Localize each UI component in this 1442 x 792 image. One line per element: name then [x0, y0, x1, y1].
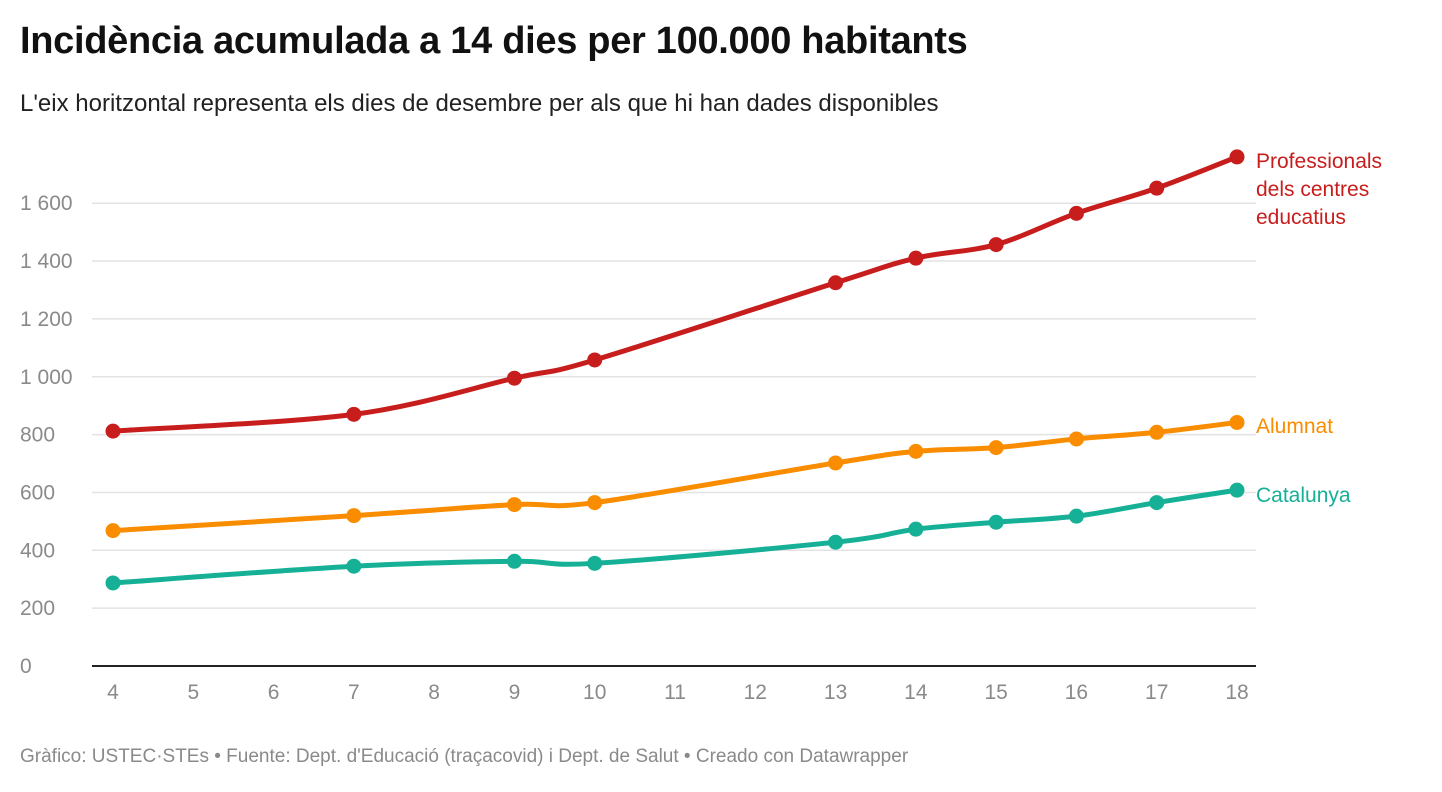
data-point	[506, 497, 522, 513]
x-tick-label: 11	[664, 681, 686, 704]
x-tick-label: 16	[1065, 681, 1088, 704]
data-point	[1068, 205, 1084, 221]
chart-subtitle: L'eix horitzontal representa els dies de…	[20, 90, 939, 117]
data-point	[988, 440, 1004, 456]
series-label: Professionals dels centres educatius	[1256, 150, 1382, 229]
data-point	[346, 558, 362, 574]
y-tick-label: 1 000	[20, 366, 73, 389]
chart-title: Incidència acumulada a 14 dies per 100.0…	[20, 20, 968, 62]
data-point	[908, 521, 924, 537]
data-point	[1229, 414, 1245, 430]
data-point	[105, 523, 121, 539]
series-line	[110, 419, 1240, 534]
x-tick-label: 9	[509, 681, 521, 704]
x-tick-label: 15	[984, 681, 1007, 704]
x-tick-label: 8	[428, 681, 440, 704]
data-point	[1229, 149, 1245, 165]
data-point	[506, 553, 522, 569]
series-label-line: educatius	[1256, 206, 1346, 229]
y-tick-label: 1 200	[20, 308, 73, 331]
data-point	[346, 406, 362, 422]
y-tick-label: 1 600	[20, 192, 73, 215]
data-point	[908, 250, 924, 266]
series-label-line: Alumnat	[1256, 415, 1333, 438]
data-point	[587, 495, 603, 511]
y-tick-label: 400	[20, 539, 55, 562]
data-point	[828, 534, 844, 550]
data-point	[1068, 431, 1084, 447]
data-point	[1229, 482, 1245, 498]
x-tick-label: 12	[744, 681, 767, 704]
x-tick-label: 18	[1225, 681, 1248, 704]
data-point	[1149, 180, 1165, 196]
y-tick-label: 0	[20, 655, 32, 678]
series-label: Catalunya	[1256, 484, 1351, 507]
data-point	[105, 575, 121, 591]
x-tick-label: 6	[268, 681, 280, 704]
data-point	[1149, 424, 1165, 440]
data-point	[105, 423, 121, 439]
x-tick-label: 14	[904, 681, 928, 704]
x-tick-label: 5	[187, 681, 199, 704]
x-tick-label: 10	[583, 681, 606, 704]
series-line	[110, 487, 1240, 586]
chart-footer: Gràfico: USTEC·STEs • Fuente: Dept. d'Ed…	[20, 746, 909, 767]
data-point	[1149, 495, 1165, 511]
series-label-line: dels centres	[1256, 178, 1369, 201]
data-point	[988, 514, 1004, 530]
series-label-line: Professionals	[1256, 150, 1382, 173]
x-tick-label: 17	[1145, 681, 1168, 704]
data-point	[988, 237, 1004, 253]
x-tick-label: 13	[824, 681, 847, 704]
data-point	[828, 275, 844, 291]
series-label: Alumnat	[1256, 415, 1333, 438]
y-tick-label: 600	[20, 481, 55, 504]
x-tick-label: 4	[107, 681, 119, 704]
data-point	[346, 508, 362, 524]
y-tick-label: 200	[20, 597, 55, 620]
y-tick-label: 1 400	[20, 250, 73, 273]
data-point	[908, 443, 924, 459]
series-line	[110, 154, 1240, 434]
data-point	[587, 555, 603, 571]
data-point	[506, 370, 522, 386]
data-point	[587, 352, 603, 368]
data-point	[828, 455, 844, 471]
y-tick-label: 800	[20, 424, 55, 447]
x-tick-label: 7	[348, 681, 360, 704]
series-label-line: Catalunya	[1256, 484, 1351, 507]
data-point	[1068, 508, 1084, 524]
